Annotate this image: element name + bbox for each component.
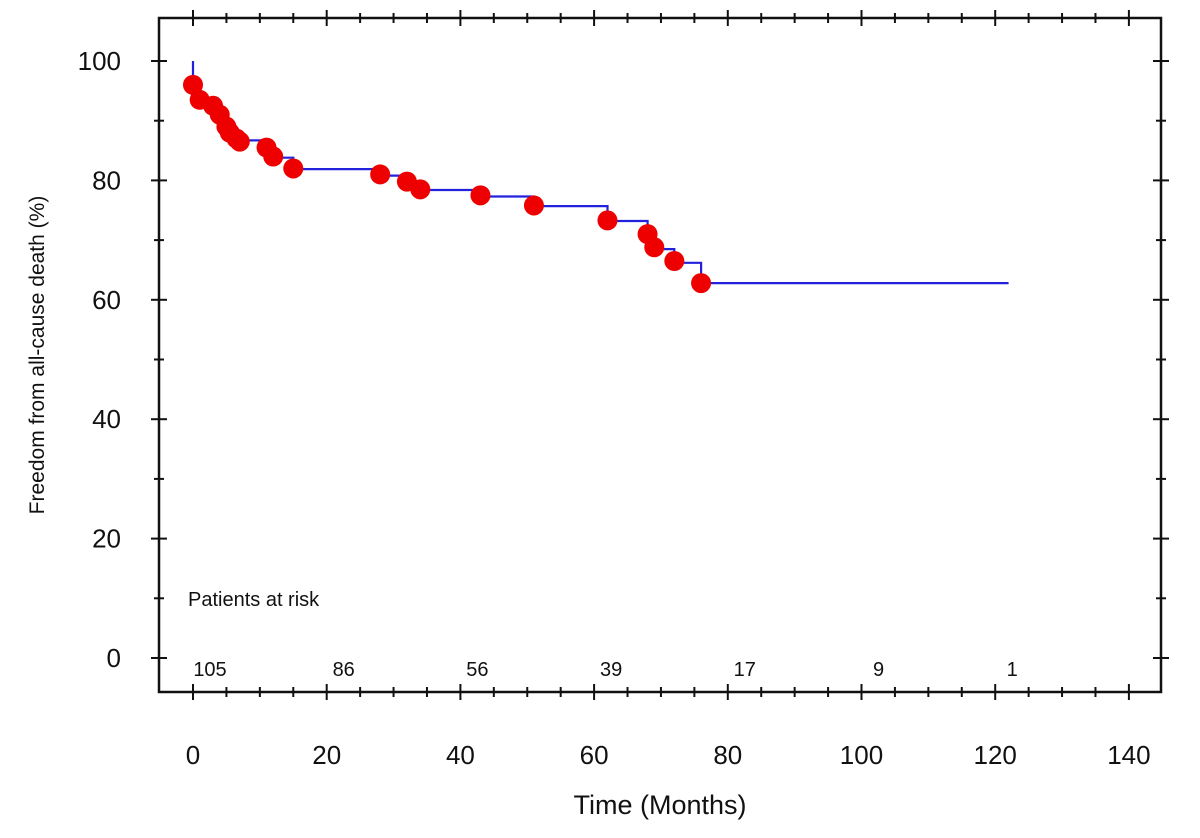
- y-tick-label: 20: [92, 524, 121, 554]
- censor-marker: [283, 158, 304, 179]
- x-tick-label: 140: [1107, 740, 1150, 770]
- risk-count: 105: [193, 659, 226, 681]
- risk-count: 1: [1007, 659, 1018, 681]
- y-axis-title: Freedom from all-cause death (%): [26, 196, 49, 515]
- x-tick-label: 0: [186, 740, 200, 770]
- censor-marker: [644, 237, 665, 258]
- censor-marker: [523, 195, 544, 216]
- x-axis-title: Time (Months): [573, 790, 746, 820]
- risk-count: 86: [333, 659, 355, 681]
- x-tick-labels: 0 20 40 60 80 100 120 140: [186, 740, 1151, 770]
- x-tick-label: 100: [840, 740, 883, 770]
- censor-marker: [691, 273, 712, 294]
- y-tick-label: 40: [92, 404, 121, 434]
- y-tick-labels: 0 20 40 60 80 100: [78, 46, 121, 673]
- censor-marker: [263, 146, 284, 167]
- censor-marker: [470, 185, 491, 206]
- risk-count: 17: [734, 659, 756, 681]
- censor-marker: [183, 74, 203, 95]
- x-tick-label: 80: [713, 740, 742, 770]
- censor-markers: [183, 74, 712, 294]
- x-tick-label: 20: [312, 740, 341, 770]
- censor-marker: [410, 179, 431, 200]
- y-tick-label: 0: [107, 643, 121, 673]
- risk-count: 9: [873, 659, 884, 681]
- y-tick-label: 100: [78, 46, 121, 76]
- y-tick-label: 60: [92, 285, 121, 315]
- risk-table-counts: 105 86 56 39 17 9 1: [193, 659, 1017, 681]
- axis-ticks: [151, 10, 1169, 700]
- risk-count: 39: [600, 659, 622, 681]
- survival-curve: [191, 61, 1009, 285]
- censor-marker: [370, 164, 391, 185]
- x-tick-label: 120: [974, 740, 1017, 770]
- censor-marker: [597, 210, 618, 231]
- x-tick-label: 60: [580, 740, 609, 770]
- risk-table-label: Patients at risk: [188, 589, 320, 611]
- risk-count: 56: [466, 659, 488, 681]
- censor-marker: [229, 131, 250, 152]
- x-tick-label: 40: [446, 740, 475, 770]
- y-tick-label: 80: [92, 165, 121, 195]
- censor-marker: [664, 250, 685, 271]
